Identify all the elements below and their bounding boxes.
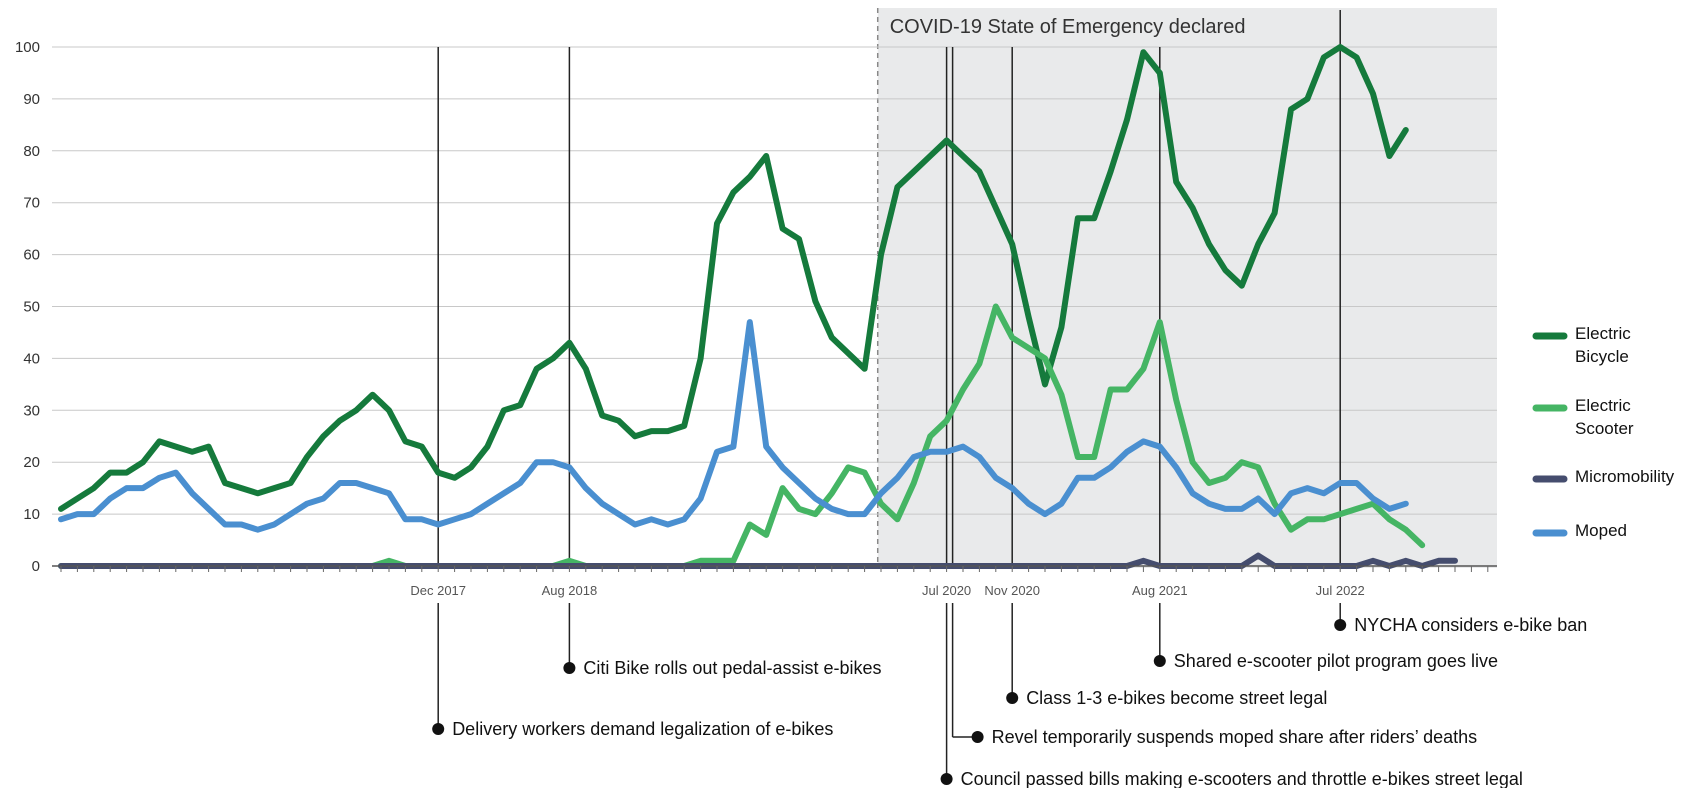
y-tick-label: 90	[23, 91, 40, 108]
annotation-label: Class 1-3 e-bikes become street legal	[1026, 688, 1327, 708]
event-lines	[437, 10, 1341, 566]
x-tick-label: Nov 2020	[984, 583, 1040, 598]
chart-gridlines: 0 10 20 30 40 50 60 70 80 90 100	[15, 39, 1497, 575]
legend-label: Micromobility	[1575, 467, 1675, 486]
x-tick-label: Dec 2017	[410, 583, 466, 598]
y-tick-label: 20	[23, 454, 40, 471]
annotation-label: Delivery workers demand legalization of …	[452, 719, 833, 739]
x-tick-label: Jul 2020	[922, 583, 971, 598]
y-tick-label: 100	[15, 39, 40, 56]
y-tick-label: 30	[23, 402, 40, 419]
annotation: Council passed bills making e-scooters a…	[940, 603, 1523, 788]
covid-region-rect	[877, 8, 1497, 568]
annotation: Delivery workers demand legalization of …	[432, 603, 833, 739]
y-tick-label: 40	[23, 350, 40, 367]
annotation: Shared e-scooter pilot program goes live	[1153, 603, 1498, 671]
annotation-label: Shared e-scooter pilot program goes live	[1174, 651, 1498, 671]
annotation-dot	[971, 731, 984, 743]
y-tick-label: 70	[23, 195, 40, 212]
series-line-moped	[58, 319, 1409, 533]
legend-item: Moped	[1532, 521, 1627, 540]
legend: Electric Bicycle Electric Scooter Micromobil…	[1532, 324, 1675, 540]
annotation: Revel temporarily suspends moped share a…	[951, 603, 1478, 747]
annotation-dot	[1006, 692, 1019, 704]
legend-label: Scooter	[1575, 419, 1634, 438]
annotation-label: Revel temporarily suspends moped share a…	[992, 727, 1478, 747]
x-axis: Dec 2017 Aug 2018 Jul 2020 Nov 2020 Aug 2021…	[52, 565, 1497, 598]
covid-region-label: COVID-19 State of Emergency declared	[890, 16, 1246, 38]
annotation-dot	[1153, 655, 1166, 667]
annotation-dot	[432, 723, 445, 735]
annotation: NYCHA considers e-bike ban	[1334, 603, 1587, 635]
x-tick-label: Aug 2018	[542, 583, 598, 598]
legend-item: Electric Bicycle	[1532, 324, 1631, 366]
legend-label: Moped	[1575, 521, 1627, 540]
annotation: Citi Bike rolls out pedal-assist e-bikes	[563, 603, 882, 678]
y-tick-label: 50	[23, 299, 40, 316]
y-tick-label: 10	[23, 506, 40, 523]
annotation-dot	[1334, 619, 1347, 631]
annotation-label: Council passed bills making e-scooters a…	[961, 769, 1523, 788]
annotation-dot	[563, 662, 576, 674]
legend-item: Electric Scooter	[1532, 396, 1634, 438]
x-tick-label: Jul 2022	[1316, 583, 1365, 598]
y-tick-label: 80	[23, 143, 40, 160]
legend-label: Electric	[1575, 396, 1631, 415]
annotations: Delivery workers demand legalization of …	[432, 603, 1587, 788]
annotation-label: NYCHA considers e-bike ban	[1354, 615, 1587, 635]
legend-label: Bicycle	[1575, 347, 1629, 366]
series-line-electric-bicycle	[58, 44, 1409, 512]
annotation: Class 1-3 e-bikes become street legal	[1006, 603, 1327, 708]
y-tick-label: 60	[23, 247, 40, 264]
legend-label: Electric	[1575, 324, 1631, 343]
annotation-dot	[940, 773, 953, 785]
covid-shaded-region: COVID-19 State of Emergency declared	[876, 8, 1497, 568]
y-tick-label: 0	[32, 558, 40, 575]
annotation-label: Citi Bike rolls out pedal-assist e-bikes	[583, 658, 881, 678]
x-tick-label: Aug 2021	[1132, 583, 1188, 598]
legend-item: Micromobility	[1532, 467, 1675, 486]
